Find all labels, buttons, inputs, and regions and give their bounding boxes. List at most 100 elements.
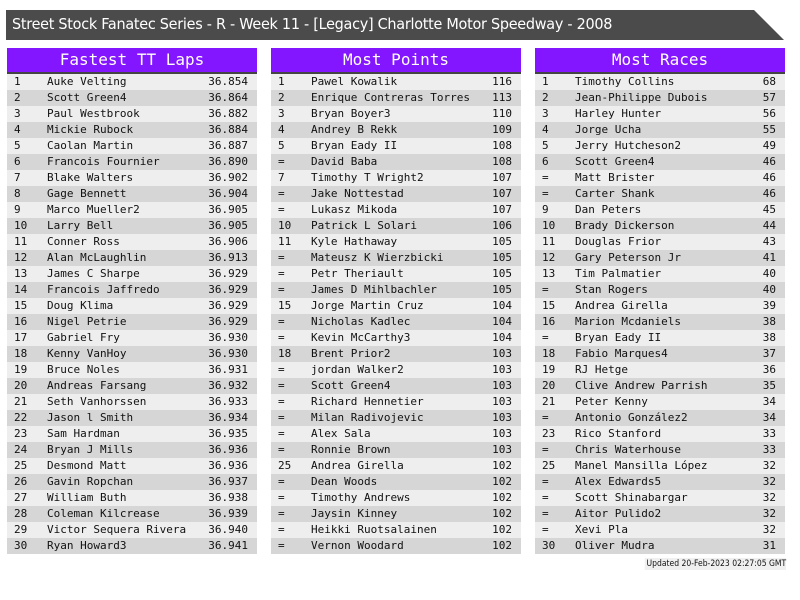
driver-name: Bryan Eady II xyxy=(311,139,398,152)
value-cell: 36.929 xyxy=(208,315,248,328)
driver-name: Kenny VanHoy xyxy=(47,347,127,360)
driver-name: Francois Fournier xyxy=(47,155,160,168)
value-cell: 104 xyxy=(492,299,512,312)
value-cell: 105 xyxy=(492,267,512,280)
rank-cell: = xyxy=(278,475,285,488)
rank-cell: 12 xyxy=(14,251,28,264)
table-row: = Timothy Andrews 102 xyxy=(271,490,521,506)
value-cell: 36.940 xyxy=(208,523,248,536)
rank-cell: = xyxy=(542,475,549,488)
driver-name: Caolan Martin xyxy=(47,139,134,152)
rank-cell: 17 xyxy=(14,331,28,344)
table-row: = Jake Nottestad 107 xyxy=(271,186,521,202)
table-row: 11 Douglas Frior 43 xyxy=(535,234,785,250)
driver-name: Matt Brister xyxy=(575,171,655,184)
rank-cell: 11 xyxy=(278,235,292,248)
driver-name: Sam Hardman xyxy=(47,427,120,440)
rank-cell: = xyxy=(278,363,285,376)
rank-cell: = xyxy=(542,491,549,504)
value-cell: 36 xyxy=(762,363,776,376)
table-row: 20 Andreas Farsang 36.932 xyxy=(7,378,257,394)
most-races-panel: Most Races 1 Timothy Collins 68 2 Jean-Phili… xyxy=(535,48,785,554)
table-row: 9 Dan Peters 45 xyxy=(535,202,785,218)
driver-name: Kyle Hathaway xyxy=(311,235,398,248)
rank-cell: = xyxy=(278,443,285,456)
table-row: 15 Andrea Girella 39 xyxy=(535,298,785,314)
value-cell: 103 xyxy=(492,443,512,456)
rank-cell: = xyxy=(278,251,285,264)
driver-name: Patrick L Solari xyxy=(311,219,417,232)
table-row: = Petr Theriault 105 xyxy=(271,266,521,282)
rank-cell: 21 xyxy=(14,395,28,408)
table-row: 7 Blake Walters 36.902 xyxy=(7,170,257,186)
table-row: = jordan Walker2 103 xyxy=(271,362,521,378)
rank-cell: 1 xyxy=(542,75,549,88)
driver-name: Auke Velting xyxy=(47,75,127,88)
driver-name: Pawel Kowalik xyxy=(311,75,398,88)
value-cell: 104 xyxy=(492,315,512,328)
table-row: 30 Oliver Mudra 31 xyxy=(535,538,785,554)
rank-cell: 19 xyxy=(14,363,28,376)
driver-name: Dan Peters xyxy=(575,203,642,216)
value-cell: 38 xyxy=(762,331,776,344)
rank-cell: 16 xyxy=(14,315,28,328)
driver-name: Timothy T Wright2 xyxy=(311,171,424,184)
table-row: = Scott Shinabargar 32 xyxy=(535,490,785,506)
value-cell: 103 xyxy=(492,427,512,440)
table-row: 6 Francois Fournier 36.890 xyxy=(7,154,257,170)
table-row: 5 Caolan Martin 36.887 xyxy=(7,138,257,154)
value-cell: 36.882 xyxy=(208,107,248,120)
rank-cell: 2 xyxy=(278,91,285,104)
driver-name: James C Sharpe xyxy=(47,267,140,280)
title-bar: Street Stock Fanatec Series - R - Week 1… xyxy=(6,10,784,40)
driver-name: Victor Sequera Rivera xyxy=(47,523,187,536)
value-cell: 103 xyxy=(492,363,512,376)
rank-cell: = xyxy=(542,187,549,200)
table-row: 19 RJ Hetge 36 xyxy=(535,362,785,378)
table-row: 25 Desmond Matt 36.936 xyxy=(7,458,257,474)
table-row: 5 Jerry Hutcheson2 49 xyxy=(535,138,785,154)
rank-cell: = xyxy=(278,203,285,216)
rank-cell: 2 xyxy=(542,91,549,104)
value-cell: 107 xyxy=(492,203,512,216)
table-row: = Jaysin Kinney 102 xyxy=(271,506,521,522)
value-cell: 102 xyxy=(492,539,512,552)
driver-name: Manel Mansilla López xyxy=(575,459,708,472)
value-cell: 36.906 xyxy=(208,235,248,248)
value-cell: 116 xyxy=(492,75,512,88)
driver-name: Alan McLaughlin xyxy=(47,251,147,264)
value-cell: 43 xyxy=(762,235,776,248)
rank-cell: 20 xyxy=(542,379,556,392)
table-row: 30 Ryan Howard3 36.941 xyxy=(7,538,257,554)
value-cell: 36.930 xyxy=(208,331,248,344)
driver-name: Milan Radivojevic xyxy=(311,411,424,424)
rank-cell: 29 xyxy=(14,523,28,536)
rank-cell: 30 xyxy=(14,539,28,552)
rank-cell: = xyxy=(542,523,549,536)
rank-cell: 23 xyxy=(542,427,556,440)
rank-cell: 14 xyxy=(14,283,28,296)
value-cell: 32 xyxy=(762,507,776,520)
driver-name: Fabio Marques4 xyxy=(575,347,668,360)
rank-cell: = xyxy=(278,491,285,504)
value-cell: 36.905 xyxy=(208,203,248,216)
driver-name: Rico Stanford xyxy=(575,427,662,440)
value-cell: 36.884 xyxy=(208,123,248,136)
driver-name: Marco Mueller2 xyxy=(47,203,140,216)
leaderboard-rows: 1 Pawel Kowalik 116 2 Enrique Contreras Torr… xyxy=(271,74,521,554)
table-row: 2 Jean-Philippe Dubois 57 xyxy=(535,90,785,106)
table-row: 11 Kyle Hathaway 105 xyxy=(271,234,521,250)
driver-name: Antonio González2 xyxy=(575,411,688,424)
driver-name: Douglas Frior xyxy=(575,235,662,248)
rank-cell: 4 xyxy=(14,123,21,136)
table-row: 15 Jorge Martin Cruz 104 xyxy=(271,298,521,314)
table-row: = Heikki Ruotsalainen 102 xyxy=(271,522,521,538)
driver-name: Richard Hennetier xyxy=(311,395,424,408)
driver-name: Brady Dickerson xyxy=(575,219,675,232)
rank-cell: 15 xyxy=(278,299,292,312)
rank-cell: 11 xyxy=(542,235,556,248)
rank-cell: 10 xyxy=(542,219,556,232)
value-cell: 104 xyxy=(492,331,512,344)
table-row: = Aitor Pulido2 32 xyxy=(535,506,785,522)
table-row: 25 Manel Mansilla López 32 xyxy=(535,458,785,474)
